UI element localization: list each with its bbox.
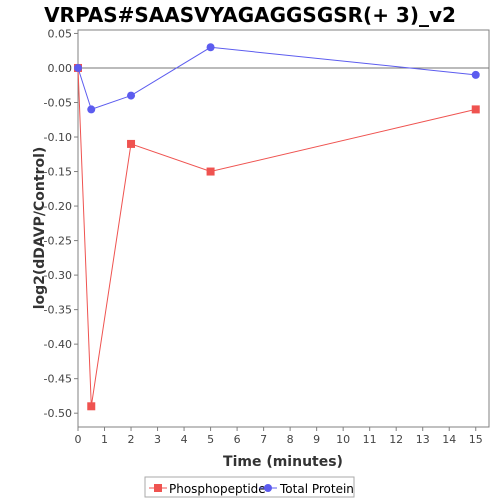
legend-marker-phosphopeptide xyxy=(154,484,162,492)
data-point-total-protein xyxy=(206,43,215,52)
x-tick-label: 6 xyxy=(234,433,241,446)
y-tick-label: -0.15 xyxy=(44,166,72,179)
x-tick-label: 7 xyxy=(260,433,267,446)
data-point-phosphopeptide xyxy=(127,139,136,148)
legend: Phosphopeptide Total Protein xyxy=(144,476,355,498)
legend-label-total-protein: Total Protein xyxy=(279,482,354,496)
x-tick-label: 14 xyxy=(442,433,456,446)
x-tick-label: 12 xyxy=(389,433,403,446)
x-tick-label: 11 xyxy=(363,433,377,446)
legend-box xyxy=(144,476,355,498)
y-tick-label: -0.10 xyxy=(44,131,72,144)
x-tick-label: 9 xyxy=(313,433,320,446)
data-point-phosphopeptide xyxy=(87,402,96,411)
y-tick-label: -0.30 xyxy=(44,269,72,282)
y-tick-label: 0.05 xyxy=(48,27,73,40)
data-point-phosphopeptide xyxy=(471,105,480,114)
x-tick-label: 13 xyxy=(416,433,430,446)
y-tick-label: -0.50 xyxy=(44,407,72,420)
x-tick-label: 15 xyxy=(469,433,483,446)
data-point-total-protein xyxy=(471,70,480,79)
data-point-total-protein xyxy=(74,63,82,72)
x-tick-label: 2 xyxy=(128,433,135,446)
legend-marker-total-protein xyxy=(264,484,272,492)
data-point-phosphopeptide xyxy=(206,167,215,176)
x-tick-label: 1 xyxy=(101,433,108,446)
y-tick-label: 0.00 xyxy=(48,62,73,75)
data-point-total-protein xyxy=(87,105,96,114)
y-tick-label: -0.25 xyxy=(44,235,72,248)
y-tick-label: -0.40 xyxy=(44,338,72,351)
x-tick-label: 10 xyxy=(336,433,350,446)
plot-area xyxy=(77,29,490,428)
x-tick-label: 8 xyxy=(287,433,294,446)
y-tick-label: -0.35 xyxy=(44,304,72,317)
x-axis-label: Time (minutes) xyxy=(223,454,343,470)
y-tick-label: -0.05 xyxy=(44,96,72,109)
x-tick-label: 0 xyxy=(75,433,82,446)
x-tick-label: 3 xyxy=(154,433,161,446)
chart-title: VRPAS#SAASVYAGAGGSGSR(+ 3)_v2 xyxy=(44,3,456,27)
data-point-total-protein xyxy=(127,91,136,100)
y-axis: 0.05 0.00 -0.05 -0.10 -0.15 -0.20 -0.25 -0.30 -0… xyxy=(44,27,78,420)
x-tick-label: 5 xyxy=(207,433,214,446)
legend-label-phosphopeptide: Phosphopeptide xyxy=(169,482,266,496)
x-tick-label: 4 xyxy=(181,433,188,446)
series-layer xyxy=(74,43,480,411)
y-tick-label: -0.45 xyxy=(44,373,72,386)
x-axis: 0 1 2 3 4 5 6 7 8 9 10 11 12 13 14 15 xyxy=(75,427,483,446)
y-tick-label: -0.20 xyxy=(44,200,72,213)
y-axis-label: log2(dDAVP/Control) xyxy=(32,147,48,310)
